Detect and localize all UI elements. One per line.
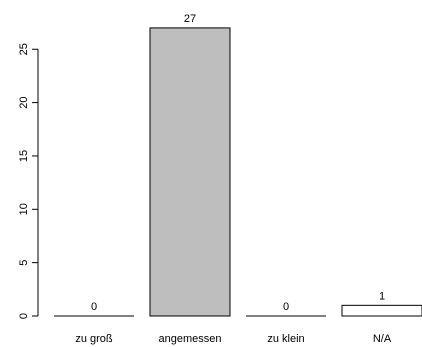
- bar-value-label: 27: [184, 13, 196, 25]
- category-label: zu klein: [267, 333, 304, 345]
- bar-value-label: 0: [283, 301, 289, 313]
- bar-value-label: 0: [91, 301, 97, 313]
- bar: [341, 304, 422, 317]
- bars: [54, 27, 422, 317]
- category-label: angemessen: [159, 333, 222, 345]
- bar-value-label: 1: [379, 290, 385, 302]
- y-tick-label: 20: [18, 96, 30, 108]
- y-tick-label: 25: [18, 43, 30, 55]
- y-tick-label: 5: [18, 260, 30, 266]
- category-label: N/A: [373, 333, 392, 345]
- labels: 0 zu groß 27 angemessen 0 zu klein 1 N/A: [75, 13, 391, 345]
- bar: [149, 27, 231, 317]
- y-tick-label: 0: [18, 313, 30, 319]
- y-axis: 0 5 10 15 20 25: [18, 43, 39, 319]
- category-label: zu groß: [75, 333, 113, 345]
- y-tick-label: 15: [18, 150, 30, 162]
- y-tick-label: 10: [18, 203, 30, 215]
